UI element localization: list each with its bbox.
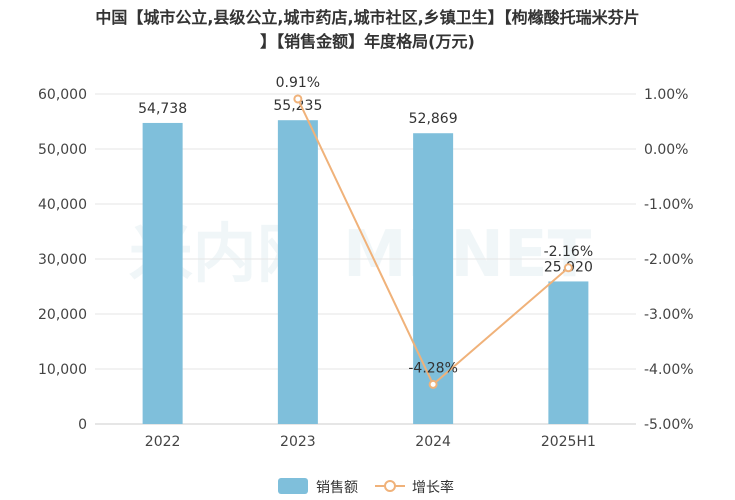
left-axis-tick-label: 60,000 bbox=[38, 87, 87, 103]
right-axis-tick-label: -3.00% bbox=[644, 307, 694, 323]
legend-marker-growth bbox=[384, 480, 396, 492]
growth-rate-label: -2.16% bbox=[544, 244, 594, 260]
x-axis-tick-label: 2024 bbox=[415, 434, 451, 450]
right-axis-tick-label: -4.00% bbox=[644, 362, 694, 378]
left-axis-tick-label: 30,000 bbox=[38, 252, 87, 268]
bar-value-label: 55,235 bbox=[273, 98, 322, 114]
chart-title: 中国【城市公立,县级公立,城市药店,城市社区,乡镇卫生】【枸橼酸托瑞米芬片 】【… bbox=[0, 6, 735, 54]
left-axis-tick-label: 20,000 bbox=[38, 307, 87, 323]
legend-label-sales: 销售额 bbox=[316, 480, 358, 496]
left-axis-tick-label: 40,000 bbox=[38, 197, 87, 213]
x-axis-tick-label: 2022 bbox=[145, 434, 181, 450]
bar-2024 bbox=[413, 133, 454, 424]
left-axis-tick-label: 0 bbox=[78, 417, 87, 433]
legend-label-growth: 增长率 bbox=[412, 479, 454, 496]
right-axis-tick-label: -2.00% bbox=[644, 252, 694, 268]
bar-value-label: 54,738 bbox=[138, 101, 187, 117]
chart-title-line-1: 中国【城市公立,县级公立,城市药店,城市社区,乡镇卫生】【枸橼酸托瑞米芬片 bbox=[95, 8, 640, 27]
x-axis-tick-label: 2025H1 bbox=[541, 434, 596, 450]
growth-rate-label: -4.28% bbox=[408, 360, 458, 376]
bar-2025H1 bbox=[548, 281, 589, 424]
bar-2023 bbox=[277, 120, 318, 425]
legend-swatch-sales bbox=[278, 478, 308, 494]
growth-rate-label: 0.91% bbox=[276, 75, 320, 91]
bar-2022 bbox=[142, 122, 183, 424]
x-axis-tick-label: 2023 bbox=[280, 434, 316, 450]
right-axis-tick-label: -5.00% bbox=[644, 417, 694, 433]
growth-rate-point-2023 bbox=[293, 94, 303, 104]
growth-rate-point-2025H1 bbox=[563, 263, 573, 273]
chart-title-line-2: 】【销售金额】年度格局(万元) bbox=[260, 32, 475, 51]
growth-rate-point-2024 bbox=[428, 379, 438, 389]
right-axis-tick-label: -1.00% bbox=[644, 197, 694, 213]
left-axis-tick-label: 50,000 bbox=[38, 142, 87, 158]
left-axis-tick-label: 10,000 bbox=[38, 362, 87, 378]
bar-value-label: 52,869 bbox=[409, 111, 458, 127]
right-axis-tick-label: 1.00% bbox=[644, 87, 688, 103]
right-axis-tick-label: 0.00% bbox=[644, 142, 688, 158]
